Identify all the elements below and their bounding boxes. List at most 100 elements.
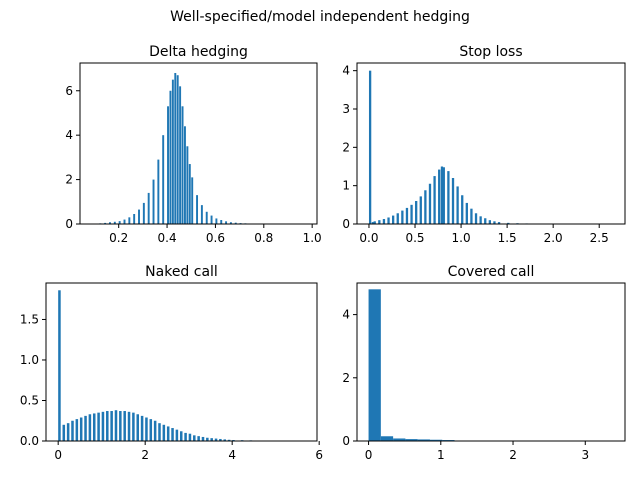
stop-loss-bar	[382, 219, 386, 224]
naked-call-bar	[136, 414, 139, 441]
delta-hedging-xtick-label: 0.6	[206, 231, 225, 245]
stop-loss-xtick-label: 2.0	[544, 231, 563, 245]
delta-hedging-ytick-label: 6	[65, 84, 73, 98]
naked-call-xtick-label: 6	[315, 448, 323, 462]
naked-call-bar	[92, 413, 96, 441]
naked-call-bar	[149, 419, 153, 441]
stop-loss-bar	[470, 208, 473, 224]
stop-loss-bar	[438, 169, 441, 224]
naked-call-bar	[153, 420, 157, 441]
naked-call-bar	[179, 431, 183, 441]
covered-call-bar	[417, 439, 430, 441]
naked-call-title: Naked call	[145, 264, 218, 280]
delta-hedging-bar	[147, 192, 150, 224]
naked-call-bar	[101, 411, 105, 441]
delta-hedging-xtick-label: 0.4	[158, 231, 177, 245]
delta-hedging-bar	[186, 146, 189, 224]
delta-hedging-bar	[188, 164, 191, 224]
naked-call-bar	[79, 417, 83, 441]
covered-call-xtick-label: 2	[509, 448, 517, 462]
naked-call-bar	[162, 424, 166, 441]
naked-call-bar	[88, 414, 92, 441]
delta-hedging-axes-frame	[79, 62, 318, 225]
delta-hedging-bar	[200, 205, 203, 224]
naked-call-ytick-label: 1.0	[20, 353, 39, 367]
naked-call-bar	[158, 423, 161, 441]
covered-call-bar	[380, 436, 394, 441]
stop-loss-bar	[396, 213, 399, 224]
stop-loss-ytick-label: 1	[342, 179, 350, 193]
naked-call-xtick-label: 0	[54, 448, 62, 462]
covered-call-bar	[368, 289, 381, 441]
stop-loss-bar	[415, 201, 418, 224]
delta-hedging-bar	[210, 215, 213, 224]
naked-call-bar	[206, 437, 209, 441]
delta-hedging-bar	[196, 195, 199, 224]
stop-loss-bar	[433, 176, 436, 224]
naked-call-bar	[106, 411, 109, 441]
stop-loss-bar	[378, 220, 381, 224]
stop-loss-xtick-label: 1.5	[498, 231, 517, 245]
naked-call-bar	[227, 439, 231, 441]
delta-hedging-xtick-label: 0.8	[254, 231, 273, 245]
delta-hedging-bar	[169, 90, 172, 224]
delta-hedging-bar	[229, 222, 232, 224]
stop-loss-xtick-label: 1.0	[452, 231, 471, 245]
naked-call-bar	[166, 426, 170, 441]
stop-loss-bars	[368, 70, 611, 224]
naked-call-xtick-label: 2	[141, 448, 149, 462]
naked-call-bar	[71, 420, 74, 441]
naked-call-bar	[145, 417, 148, 441]
delta-hedging-bar	[191, 177, 194, 224]
stop-loss-ytick-label: 3	[342, 102, 350, 116]
covered-call-subplot: 0 1 2 3 0 2 4 Covered call	[342, 264, 626, 462]
delta-hedging-xtick-label: 1.0	[303, 231, 322, 245]
stop-loss-subplot: 0.0 0.5 1.0 1.5 2.0 2.5 0 1 2 3 4 Stop loss	[342, 44, 626, 245]
stop-loss-ytick-label: 4	[342, 64, 350, 78]
stop-loss-xtick-label: 0.0	[359, 231, 378, 245]
delta-hedging-bars	[94, 72, 310, 225]
stop-loss-bar	[507, 222, 510, 224]
naked-call-bar	[110, 411, 113, 441]
delta-hedging-bar	[176, 75, 179, 225]
figure-title: Well-specified/model independent hedging	[170, 9, 470, 25]
stop-loss-xtick-label: 0.5	[405, 231, 424, 245]
covered-call-ytick-label: 0	[342, 434, 350, 448]
delta-hedging-bar	[138, 209, 140, 224]
naked-call-bar	[171, 428, 174, 441]
delta-hedging-bar	[174, 72, 177, 225]
delta-hedging-bar	[234, 222, 237, 224]
delta-hedging-ytick-label: 4	[65, 128, 73, 142]
stop-loss-bar	[493, 221, 496, 224]
stop-loss-bar	[371, 222, 375, 224]
naked-call-bar	[175, 429, 179, 441]
naked-call-ytick-label: 0.5	[20, 393, 39, 407]
delta-hedging-bar	[152, 179, 155, 224]
covered-call-bar	[393, 438, 406, 441]
delta-hedging-bar	[171, 79, 174, 224]
delta-hedging-subplot: 0.2 0.4 0.6 0.8 1.0 0 2 4 6 Delta hedging	[65, 44, 321, 245]
stop-loss-bar	[424, 190, 427, 224]
stop-loss-bar	[419, 196, 422, 224]
naked-call-bar	[62, 424, 66, 441]
naked-call-bar	[114, 410, 118, 441]
stop-loss-bar	[428, 183, 432, 224]
stop-loss-bar	[392, 215, 395, 224]
stop-loss-bar	[447, 171, 450, 224]
covered-call-title: Covered call	[448, 264, 535, 280]
delta-hedging-bar	[142, 202, 145, 224]
delta-hedging-bar	[179, 86, 182, 224]
delta-hedging-bar	[183, 126, 186, 224]
stop-loss-bar	[488, 220, 491, 224]
delta-hedging-bar	[128, 217, 131, 224]
delta-hedging-bar	[167, 106, 169, 224]
naked-call-bar	[197, 436, 200, 441]
stop-loss-ytick-label: 0	[342, 217, 350, 231]
naked-call-axes-frame	[45, 282, 318, 442]
naked-call-bar	[140, 415, 144, 441]
naked-call-bar	[201, 436, 205, 441]
naked-call-bar	[58, 290, 61, 441]
delta-hedging-bar	[118, 221, 121, 224]
stop-loss-bar	[474, 213, 478, 224]
